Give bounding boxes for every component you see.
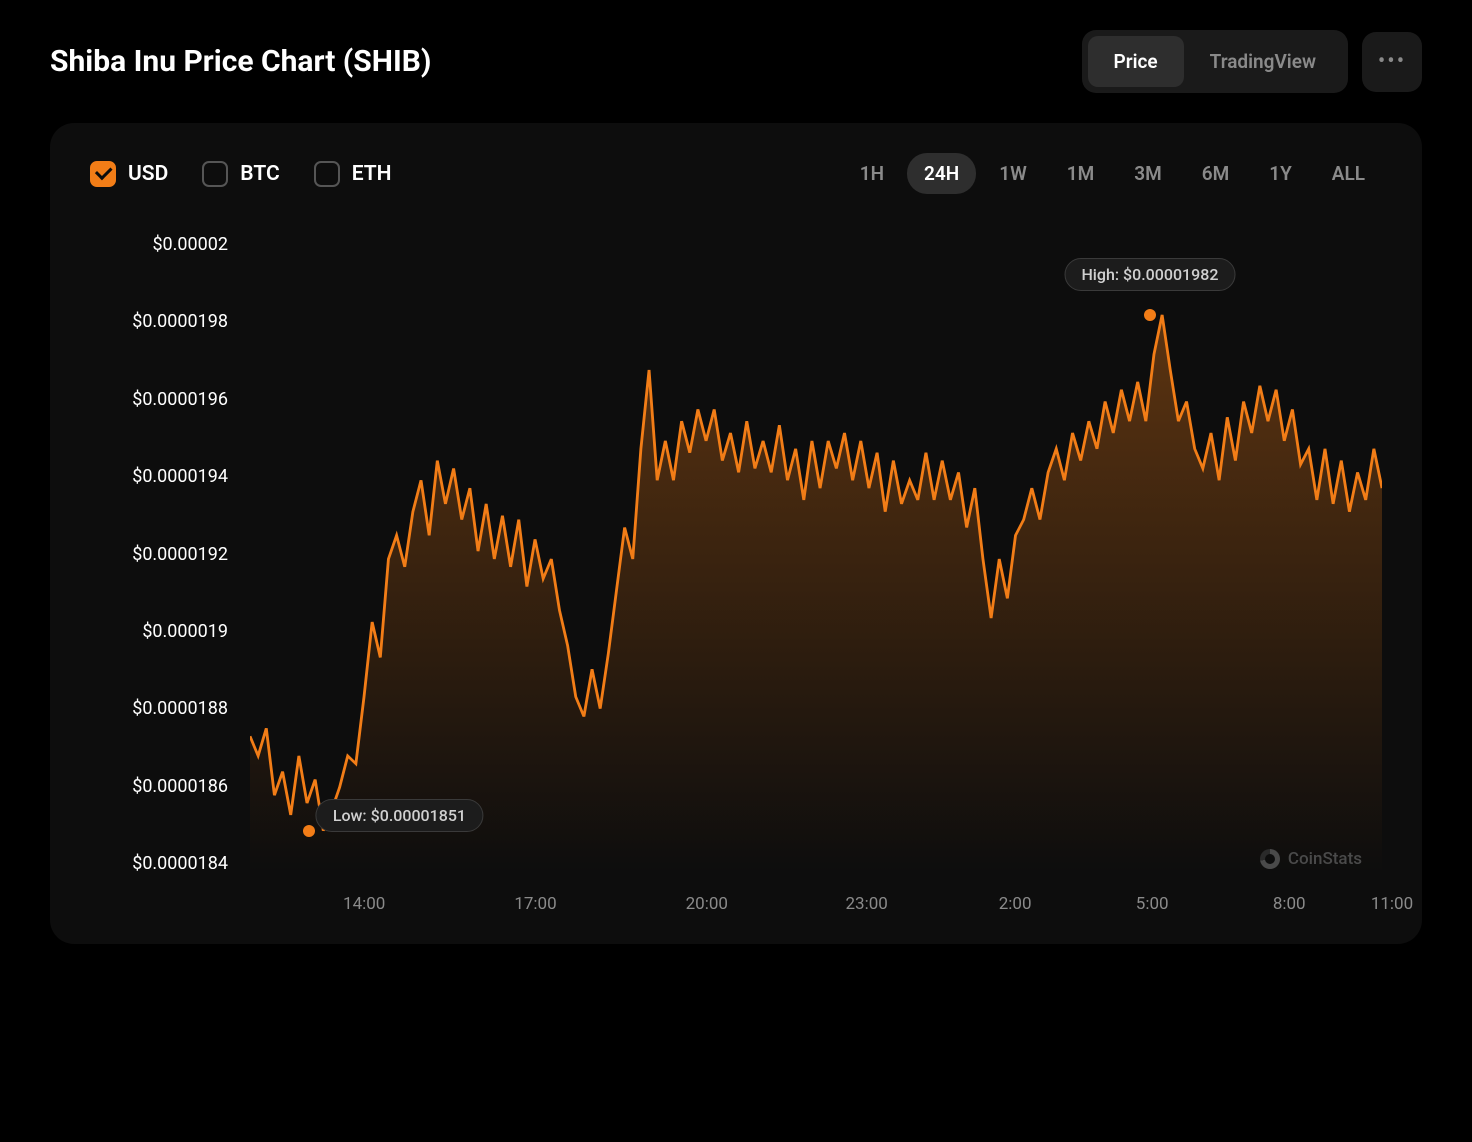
x-axis-tick: 20:00 — [686, 894, 728, 914]
checkbox-icon — [202, 161, 228, 187]
more-button[interactable]: ••• — [1362, 32, 1422, 92]
x-axis-tick: 2:00 — [999, 894, 1032, 914]
chart-area: $0.00002 $0.0000198 $0.0000196 $0.0000194 $0… — [80, 234, 1392, 924]
currency-toggle-usd[interactable]: USD — [90, 161, 168, 187]
time-range-6m[interactable]: 6M — [1185, 153, 1246, 194]
watermark: CoinStats — [1260, 849, 1362, 869]
coinstats-icon — [1260, 849, 1280, 869]
y-axis-tick: $0.000019 — [80, 621, 240, 642]
high-tooltip: High: $0.00001982 — [1064, 258, 1235, 291]
y-axis-tick: $0.0000188 — [80, 698, 240, 719]
y-axis: $0.00002 $0.0000198 $0.0000196 $0.0000194 $0… — [80, 234, 240, 874]
view-tab-group: PriceTradingView — [1082, 30, 1348, 93]
y-axis-tick: $0.00002 — [80, 234, 240, 255]
x-axis-tick: 8:00 — [1273, 894, 1306, 914]
time-range-3m[interactable]: 3M — [1117, 153, 1178, 194]
checkbox-icon — [90, 161, 116, 187]
x-axis-tick: 17:00 — [514, 894, 556, 914]
y-axis-tick: $0.0000184 — [80, 853, 240, 874]
y-axis-tick: $0.0000194 — [80, 466, 240, 487]
low-marker-dot — [303, 825, 315, 837]
time-range-1h[interactable]: 1H — [843, 153, 901, 194]
currency-label: ETH — [352, 162, 392, 186]
x-axis: 14:0017:0020:0023:002:005:008:0011:00 — [250, 894, 1392, 924]
x-axis-tick: 5:00 — [1136, 894, 1169, 914]
x-axis-tick: 11:00 — [1371, 894, 1413, 914]
x-axis-tick: 23:00 — [846, 894, 888, 914]
high-marker-dot — [1144, 309, 1156, 321]
view-tab-price[interactable]: Price — [1088, 36, 1184, 87]
more-icon: ••• — [1378, 49, 1406, 74]
time-range-1m[interactable]: 1M — [1050, 153, 1111, 194]
low-tooltip: Low: $0.00001851 — [316, 799, 483, 832]
x-axis-tick: 14:00 — [343, 894, 385, 914]
view-tab-tradingview[interactable]: TradingView — [1184, 36, 1342, 87]
chart-plot[interactable]: Low: $0.00001851 High: $0.00001982 — [250, 244, 1382, 874]
y-axis-tick: $0.0000192 — [80, 544, 240, 565]
currency-label: USD — [128, 162, 168, 186]
time-range-all[interactable]: ALL — [1315, 153, 1382, 194]
currency-label: BTC — [240, 162, 279, 186]
y-axis-tick: $0.0000198 — [80, 311, 240, 332]
currency-toggles: USD BTC ETH — [90, 161, 392, 187]
checkbox-icon — [314, 161, 340, 187]
time-range-1w[interactable]: 1W — [982, 153, 1044, 194]
currency-toggle-eth[interactable]: ETH — [314, 161, 392, 187]
time-range-24h[interactable]: 24H — [907, 153, 976, 194]
currency-toggle-btc[interactable]: BTC — [202, 161, 279, 187]
page-title: Shiba Inu Price Chart (SHIB) — [50, 44, 431, 79]
y-axis-tick: $0.0000186 — [80, 776, 240, 797]
time-range-group: 1H24H1W1M3M6M1YALL — [843, 153, 1382, 194]
y-axis-tick: $0.0000196 — [80, 389, 240, 410]
time-range-1y[interactable]: 1Y — [1252, 153, 1309, 194]
chart-card: USDBTCETH 1H24H1W1M3M6M1YALL $0.00002$0.… — [50, 123, 1422, 944]
